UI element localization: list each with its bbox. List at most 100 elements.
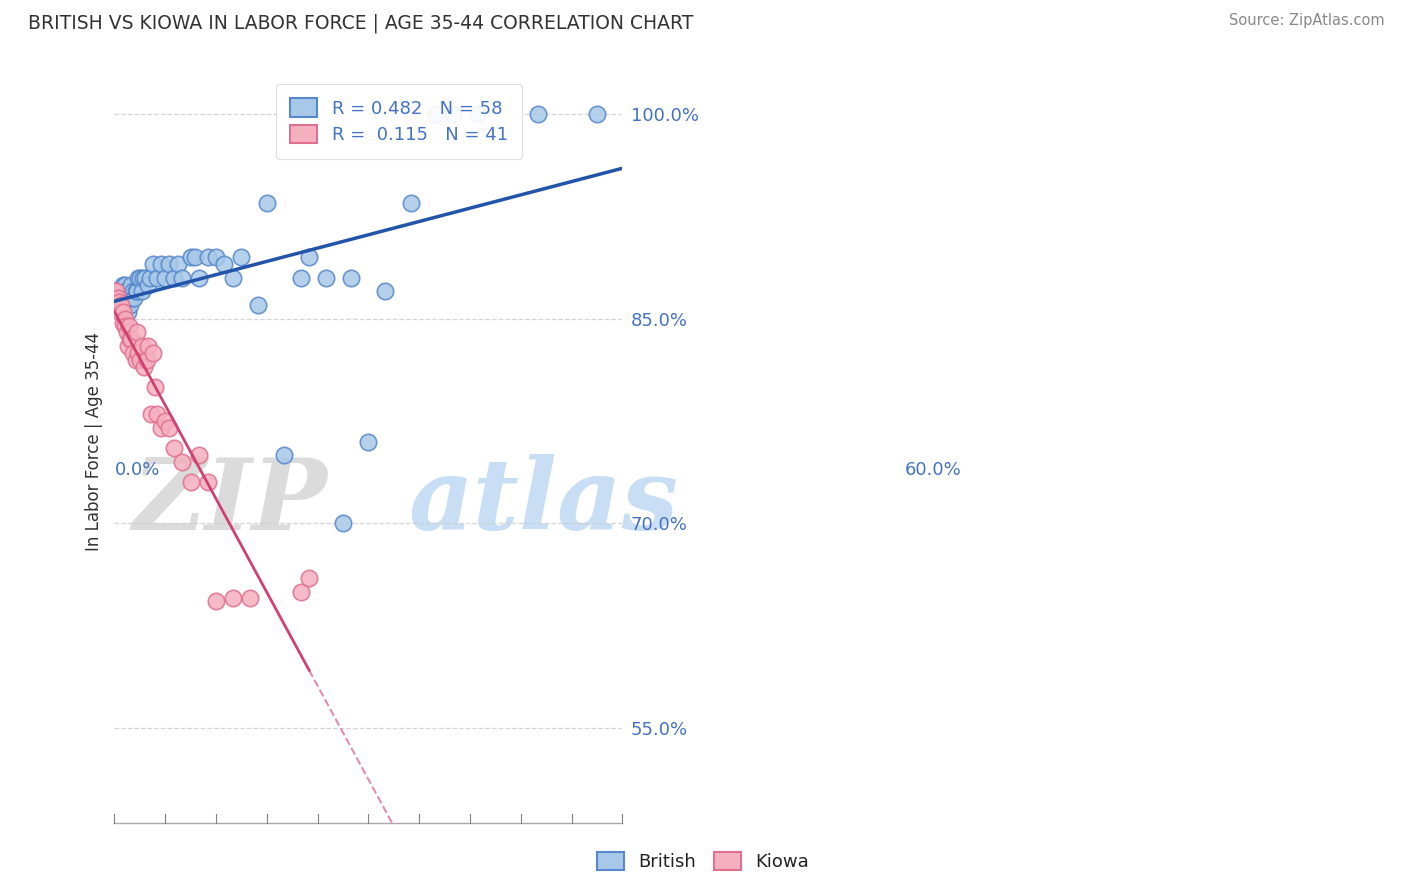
Point: [222, 270, 245, 285]
Point: [143, 380, 166, 394]
Point: [122, 346, 145, 360]
Point: [127, 270, 149, 285]
Point: [105, 285, 128, 299]
Point: [110, 285, 132, 299]
Point: [172, 270, 194, 285]
Point: [111, 280, 134, 294]
Point: [180, 475, 202, 490]
Point: [107, 291, 129, 305]
Point: [110, 298, 132, 312]
Point: [273, 448, 295, 462]
Point: [145, 270, 167, 285]
Point: [124, 285, 146, 299]
Point: [120, 277, 142, 292]
Point: [231, 251, 253, 265]
Point: [197, 475, 219, 490]
Point: [128, 270, 150, 285]
Point: [149, 421, 172, 435]
Point: [155, 270, 177, 285]
Point: [107, 291, 129, 305]
Point: [128, 352, 150, 367]
Point: [115, 326, 138, 340]
Point: [111, 316, 134, 330]
Point: [114, 277, 136, 292]
Point: [205, 251, 228, 265]
Point: [188, 270, 211, 285]
Point: [172, 455, 194, 469]
Point: [114, 318, 136, 333]
Point: [188, 448, 211, 462]
Point: [256, 195, 278, 210]
Point: [159, 421, 181, 435]
Point: [111, 285, 134, 299]
Point: [357, 434, 380, 449]
Point: [120, 332, 142, 346]
Point: [134, 270, 156, 285]
Point: [315, 270, 337, 285]
Point: [110, 305, 132, 319]
Point: [111, 305, 134, 319]
Point: [122, 291, 145, 305]
Point: [110, 291, 132, 305]
Legend: R = 0.482   N = 58, R =  0.115   N = 41: R = 0.482 N = 58, R = 0.115 N = 41: [276, 84, 523, 159]
Point: [122, 285, 145, 299]
Point: [139, 270, 162, 285]
Point: [332, 516, 354, 531]
Point: [184, 251, 207, 265]
Point: [115, 293, 138, 308]
Point: [586, 107, 609, 121]
Point: [131, 285, 153, 299]
Point: [340, 270, 363, 285]
Point: [159, 257, 181, 271]
Point: [214, 257, 236, 271]
Point: [127, 326, 149, 340]
Point: [114, 298, 136, 312]
Point: [163, 270, 186, 285]
Point: [205, 594, 228, 608]
Point: [118, 298, 141, 312]
Point: [141, 346, 163, 360]
Point: [111, 277, 134, 292]
Point: [222, 591, 245, 606]
Point: [103, 285, 125, 299]
Point: [374, 285, 396, 299]
Point: [132, 270, 155, 285]
Text: BRITISH VS KIOWA IN LABOR FORCE | AGE 35-44 CORRELATION CHART: BRITISH VS KIOWA IN LABOR FORCE | AGE 35…: [28, 13, 693, 33]
Point: [197, 251, 219, 265]
Point: [180, 251, 202, 265]
Point: [131, 339, 153, 353]
Point: [298, 571, 321, 585]
Point: [239, 591, 262, 606]
Point: [290, 584, 312, 599]
Point: [117, 339, 139, 353]
Point: [118, 318, 141, 333]
Point: [120, 291, 142, 305]
Point: [298, 251, 321, 265]
Point: [118, 332, 141, 346]
Point: [167, 257, 190, 271]
Point: [141, 257, 163, 271]
Point: [135, 352, 157, 367]
Point: [115, 285, 138, 299]
Point: [107, 295, 129, 310]
Point: [399, 195, 422, 210]
Text: Source: ZipAtlas.com: Source: ZipAtlas.com: [1229, 13, 1385, 29]
Y-axis label: In Labor Force | Age 35-44: In Labor Force | Age 35-44: [86, 332, 103, 551]
Point: [425, 107, 447, 121]
Text: 0.0%: 0.0%: [114, 460, 160, 479]
Text: ZIP: ZIP: [132, 454, 328, 551]
Point: [149, 257, 172, 271]
Point: [163, 442, 186, 456]
Point: [124, 352, 146, 367]
Point: [145, 407, 167, 421]
Point: [127, 285, 149, 299]
Point: [136, 277, 159, 292]
Point: [136, 339, 159, 353]
Text: 60.0%: 60.0%: [904, 460, 962, 479]
Point: [247, 298, 270, 312]
Point: [114, 311, 136, 326]
Point: [467, 107, 489, 121]
Text: atlas: atlas: [409, 454, 679, 551]
Point: [290, 270, 312, 285]
Point: [155, 414, 177, 428]
